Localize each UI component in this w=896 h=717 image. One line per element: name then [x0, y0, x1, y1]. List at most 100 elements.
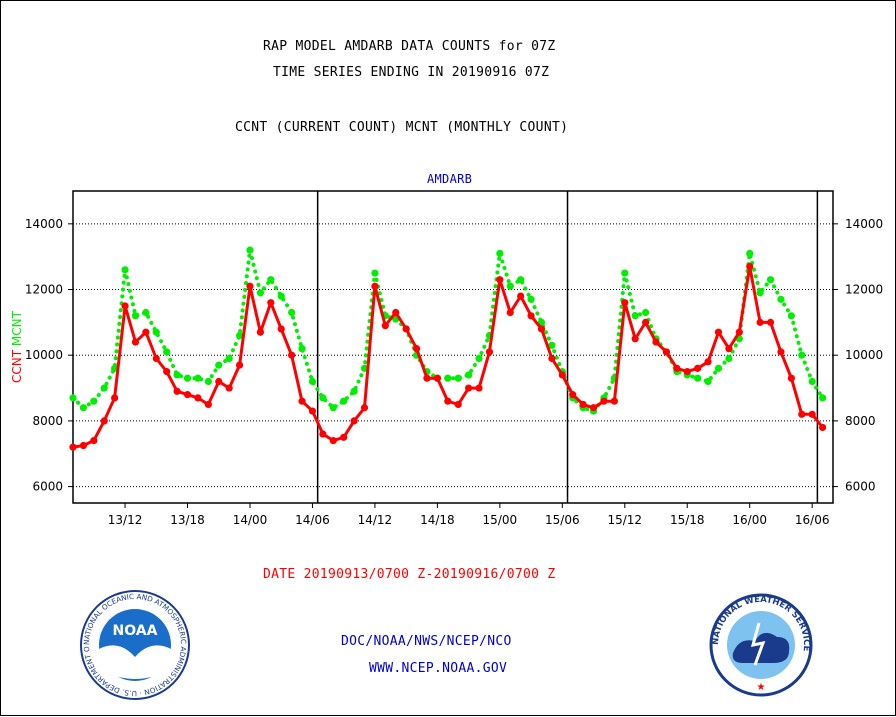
- data-point-ccnt: [631, 335, 639, 343]
- data-point-ccnt: [579, 400, 587, 409]
- data-point-mcnt: [746, 249, 754, 257]
- data-point-ccnt: [131, 338, 140, 346]
- data-point-mcnt: [475, 354, 483, 363]
- data-point-ccnt: [548, 354, 556, 363]
- data-point-mcnt: [517, 276, 525, 284]
- noaa-logo-text: NOAA: [113, 623, 158, 639]
- data-point-ccnt: [267, 299, 275, 307]
- data-point-ccnt: [360, 404, 369, 412]
- data-point-ccnt: [475, 384, 483, 392]
- data-point-ccnt: [423, 374, 431, 382]
- x-tick-label: 15/06: [545, 513, 580, 527]
- data-point-ccnt: [402, 325, 410, 333]
- data-point-ccnt: [662, 348, 671, 356]
- data-point-mcnt: [235, 331, 244, 340]
- data-point-ccnt: [194, 394, 202, 402]
- data-point-ccnt: [340, 433, 348, 441]
- data-point-ccnt: [465, 384, 473, 392]
- data-point-ccnt: [777, 348, 785, 356]
- y-axis-label: CCNT MCNT: [10, 310, 24, 383]
- data-point-mcnt: [818, 394, 827, 402]
- data-point-mcnt: [808, 377, 816, 386]
- data-point-mcnt: [350, 387, 358, 395]
- data-point-mcnt: [798, 351, 806, 359]
- data-point-mcnt: [288, 308, 296, 317]
- x-tick-label: 16/00: [732, 513, 767, 527]
- data-point-ccnt: [225, 384, 233, 392]
- data-point-mcnt: [204, 377, 212, 386]
- y-tick-label-right: 10000: [845, 348, 883, 362]
- data-point-ccnt: [183, 391, 192, 399]
- data-point-mcnt: [267, 276, 275, 284]
- x-tick-label: 14/00: [233, 513, 268, 527]
- data-point-ccnt: [90, 437, 98, 445]
- data-point-mcnt: [298, 345, 306, 353]
- data-point-ccnt: [704, 358, 712, 366]
- data-point-ccnt: [79, 441, 88, 450]
- y-tick-label-left: 12000: [25, 283, 63, 297]
- data-point-ccnt: [392, 308, 400, 317]
- x-tick-label: 15/18: [670, 513, 705, 527]
- data-point-ccnt: [371, 282, 379, 290]
- data-point-ccnt: [308, 407, 317, 415]
- data-point-ccnt: [298, 397, 306, 405]
- data-point-ccnt: [277, 325, 285, 333]
- data-point-ccnt: [714, 328, 723, 336]
- svg-text:★: ★: [757, 682, 766, 693]
- y-tick-label-right: 8000: [845, 414, 876, 428]
- data-point-ccnt: [506, 308, 514, 317]
- data-point-ccnt: [735, 328, 743, 336]
- data-point-ccnt: [100, 417, 108, 425]
- date-range-label: DATE 20190913/0700 Z-20190916/0700 Z: [263, 567, 556, 582]
- data-point-mcnt: [766, 276, 775, 284]
- url-link[interactable]: WWW.NCEP.NOAA.GOV: [369, 661, 508, 676]
- data-point-ccnt: [818, 423, 827, 432]
- x-tick-label: 16/06: [795, 513, 830, 527]
- data-point-ccnt: [558, 371, 566, 379]
- data-point-ccnt: [329, 437, 337, 445]
- data-point-ccnt: [621, 299, 629, 307]
- data-point-mcnt: [444, 374, 452, 382]
- data-point-mcnt: [725, 354, 733, 363]
- data-point-ccnt: [433, 374, 441, 382]
- data-point-ccnt: [246, 282, 254, 290]
- data-point-mcnt: [787, 312, 795, 320]
- data-point-ccnt: [111, 394, 119, 402]
- data-point-mcnt: [194, 374, 202, 382]
- x-tick-label: 13/18: [170, 513, 205, 527]
- data-point-mcnt: [142, 308, 150, 317]
- series-line-ccnt: [72, 265, 824, 449]
- data-point-mcnt: [371, 269, 379, 277]
- data-point-mcnt: [319, 394, 327, 402]
- data-point-ccnt: [152, 354, 160, 363]
- data-point-mcnt: [131, 312, 140, 320]
- data-point-ccnt: [485, 348, 494, 356]
- y-tick-label-left: 10000: [25, 348, 63, 362]
- data-point-ccnt: [766, 318, 775, 326]
- data-point-ccnt: [787, 374, 795, 382]
- data-point-ccnt: [496, 276, 504, 284]
- data-point-ccnt: [652, 338, 660, 346]
- data-point-ccnt: [444, 397, 452, 405]
- data-point-mcnt: [163, 348, 171, 356]
- data-point-ccnt: [173, 387, 181, 395]
- data-point-mcnt: [621, 269, 629, 277]
- data-point-ccnt: [412, 345, 421, 353]
- data-point-mcnt: [183, 374, 192, 382]
- data-point-ccnt: [642, 318, 650, 326]
- data-point-ccnt: [235, 361, 244, 369]
- data-point-mcnt: [225, 354, 233, 363]
- data-point-mcnt: [308, 377, 317, 386]
- data-point-ccnt: [381, 322, 389, 330]
- data-point-ccnt: [454, 400, 462, 409]
- data-point-mcnt: [152, 328, 160, 336]
- data-point-ccnt: [215, 377, 223, 386]
- data-point-ccnt: [69, 443, 77, 451]
- nws-logo: NATIONAL WEATHER SERVICE ★: [709, 593, 813, 697]
- data-point-mcnt: [777, 295, 785, 303]
- data-point-ccnt: [756, 318, 764, 326]
- data-point-mcnt: [69, 394, 77, 402]
- data-point-mcnt: [340, 397, 348, 405]
